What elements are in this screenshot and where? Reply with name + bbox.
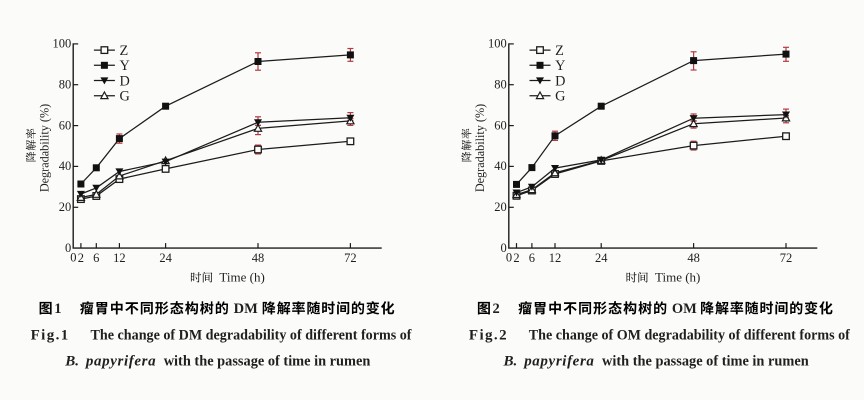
svg-text:Fig.2: Fig.2 bbox=[469, 327, 508, 343]
svg-text:Time (h): Time (h) bbox=[219, 270, 264, 285]
svg-text:Fig.1: Fig.1 bbox=[31, 327, 70, 343]
svg-text:80: 80 bbox=[494, 77, 507, 91]
svg-text:papyrifera: papyrifera bbox=[522, 353, 594, 369]
svg-text:24: 24 bbox=[595, 251, 608, 265]
svg-text:100: 100 bbox=[52, 37, 71, 51]
svg-text:with the passage of time in ru: with the passage of time in rumen bbox=[602, 353, 809, 369]
svg-text:D: D bbox=[555, 73, 565, 89]
svg-text:12: 12 bbox=[549, 251, 562, 265]
svg-text:20: 20 bbox=[494, 200, 507, 214]
svg-text:Degradability (%): Degradability (%) bbox=[473, 104, 487, 192]
svg-text:The change of OM degradability: The change of OM degradability of differ… bbox=[529, 327, 851, 343]
svg-text:0: 0 bbox=[506, 251, 512, 265]
svg-text:Degradability (%): Degradability (%) bbox=[38, 104, 52, 192]
svg-text:D: D bbox=[120, 73, 130, 89]
svg-text:papyrifera: papyrifera bbox=[84, 353, 156, 369]
svg-text:20: 20 bbox=[59, 200, 72, 214]
svg-text:48: 48 bbox=[687, 251, 700, 265]
svg-text:80: 80 bbox=[59, 77, 72, 91]
svg-text:24: 24 bbox=[159, 251, 172, 265]
svg-text:Y: Y bbox=[120, 58, 130, 74]
svg-text:72: 72 bbox=[344, 251, 357, 265]
svg-text:OM: OM bbox=[672, 301, 697, 317]
svg-text:100: 100 bbox=[488, 37, 507, 51]
svg-text:The change of DM degradability: The change of DM degradability of differ… bbox=[91, 327, 413, 343]
svg-text:6: 6 bbox=[529, 251, 535, 265]
svg-text:B.: B. bbox=[503, 353, 518, 369]
svg-text:40: 40 bbox=[494, 159, 507, 173]
svg-text:6: 6 bbox=[93, 251, 99, 265]
svg-text:2: 2 bbox=[493, 301, 500, 317]
svg-text:B.: B. bbox=[64, 353, 79, 369]
svg-text:72: 72 bbox=[780, 251, 793, 265]
svg-text:12: 12 bbox=[113, 251, 126, 265]
svg-text:with the passage of time in ru: with the passage of time in rumen bbox=[164, 353, 371, 369]
svg-text:G: G bbox=[555, 89, 565, 105]
svg-text:2: 2 bbox=[513, 251, 519, 265]
svg-text:60: 60 bbox=[59, 118, 72, 132]
svg-text:0: 0 bbox=[65, 241, 71, 255]
svg-text:Time (h): Time (h) bbox=[655, 270, 700, 285]
svg-text:0: 0 bbox=[501, 241, 507, 255]
svg-text:48: 48 bbox=[252, 251, 265, 265]
svg-text:0: 0 bbox=[70, 251, 76, 265]
svg-text:40: 40 bbox=[59, 159, 72, 173]
svg-text:DM: DM bbox=[234, 301, 258, 317]
svg-text:60: 60 bbox=[494, 118, 507, 132]
svg-text:Z: Z bbox=[120, 43, 129, 59]
svg-text:G: G bbox=[120, 89, 130, 105]
svg-text:Y: Y bbox=[555, 58, 565, 74]
svg-text:Z: Z bbox=[555, 43, 564, 59]
svg-text:1: 1 bbox=[54, 301, 61, 317]
svg-text:2: 2 bbox=[78, 251, 84, 265]
